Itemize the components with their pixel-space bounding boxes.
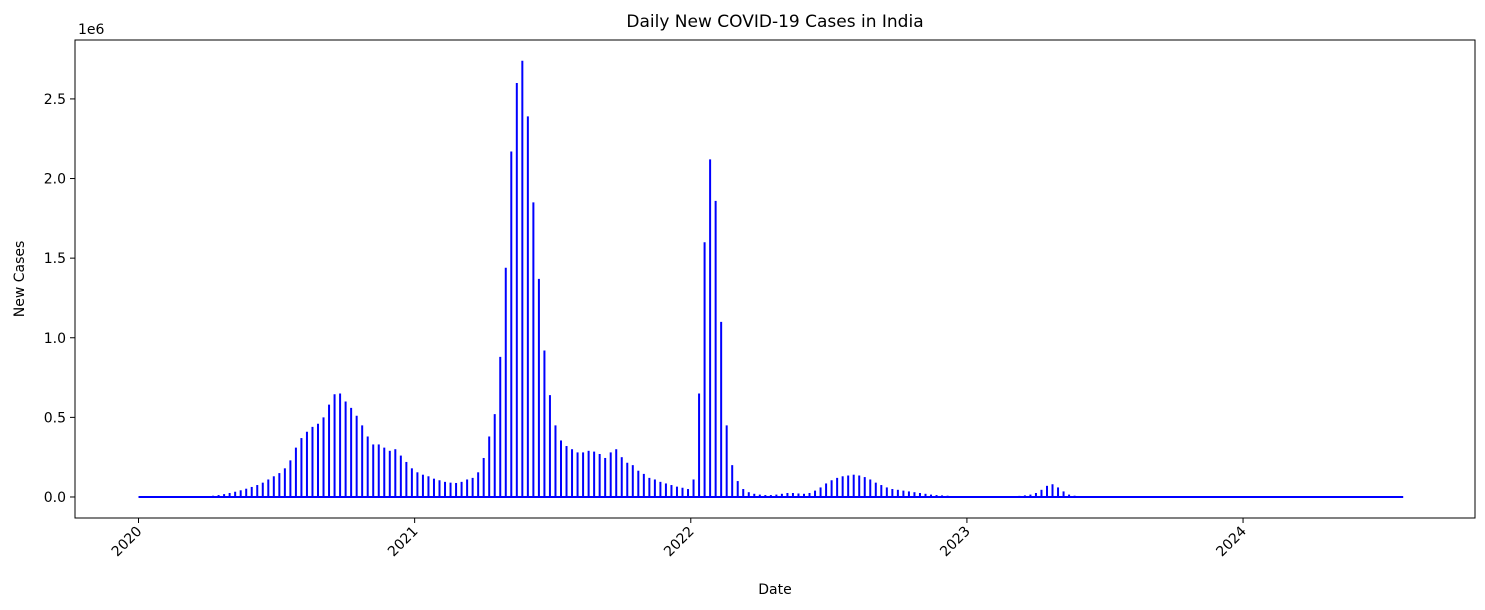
plot-frame — [74, 39, 1476, 519]
x-tick-label: 2022 — [661, 524, 698, 561]
chart-title: Daily New COVID-19 Cases in India — [626, 12, 923, 32]
y-tick-label: 0.5 — [44, 410, 66, 426]
y-tick-label: 1.0 — [44, 331, 66, 347]
y-tick-label: 0.0 — [44, 490, 66, 506]
y-tick-label: 2.5 — [44, 92, 66, 108]
y-tick-label: 1.5 — [44, 251, 66, 267]
y-tick-label: 2.0 — [44, 172, 66, 188]
x-tick-label: 2021 — [385, 524, 422, 561]
y-axis-label: New Cases — [12, 241, 28, 318]
x-tick-label: 2024 — [1213, 523, 1250, 560]
x-tick-label: 2023 — [937, 524, 974, 561]
y-offset-label: 1e6 — [78, 22, 105, 38]
x-axis-label: Date — [758, 582, 791, 598]
x-tick-label: 2020 — [109, 524, 146, 561]
